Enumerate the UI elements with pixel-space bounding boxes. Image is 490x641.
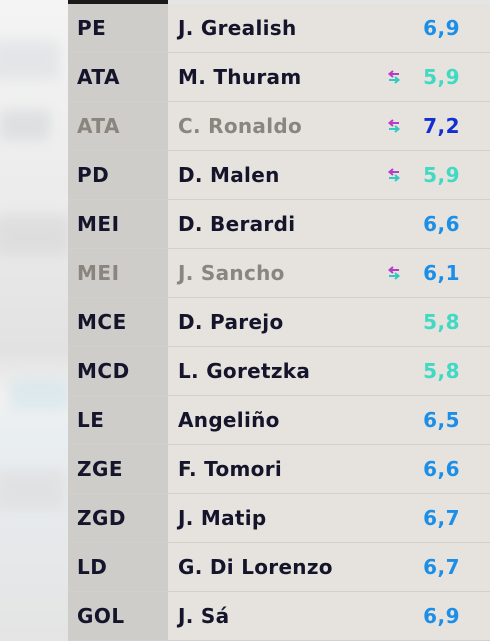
position-cell: ZGD xyxy=(68,494,168,542)
background-blurred-panel xyxy=(0,0,68,639)
player-row[interactable]: LD G. Di Lorenzo 6,7 xyxy=(68,543,490,592)
player-rating: 6,5 xyxy=(423,408,460,432)
player-rating: 6,9 xyxy=(423,16,460,40)
player-rating: 5,8 xyxy=(423,359,460,383)
player-name: C. Ronaldo xyxy=(178,114,303,138)
player-name: J. Sancho xyxy=(178,261,285,285)
name-cell: J. Sancho 6,1 xyxy=(168,249,490,297)
player-rating: 5,8 xyxy=(423,310,460,334)
player-position: ZGE xyxy=(77,457,124,481)
player-row[interactable]: ATA M. Thuram 5,9 xyxy=(68,53,490,102)
position-cell: MCD xyxy=(68,347,168,395)
player-row[interactable]: ATA C. Ronaldo 7,2 xyxy=(68,102,490,151)
player-row[interactable]: LE Angeliño 6,5 xyxy=(68,396,490,445)
player-rating: 5,9 xyxy=(423,65,460,89)
position-cell: GOL xyxy=(68,592,168,640)
name-cell: M. Thuram 5,9 xyxy=(168,53,490,101)
player-rating: 6,6 xyxy=(423,457,460,481)
player-name: F. Tomori xyxy=(178,457,283,481)
player-rating: 6,6 xyxy=(423,212,460,236)
name-cell: C. Ronaldo 7,2 xyxy=(168,102,490,150)
player-row[interactable]: MEI J. Sancho 6,1 xyxy=(68,249,490,298)
player-position: MEI xyxy=(77,212,120,236)
player-row[interactable]: MCE D. Parejo 5,8 xyxy=(68,298,490,347)
position-cell: ATA xyxy=(68,102,168,150)
player-row[interactable]: PD D. Malen 5,9 xyxy=(68,151,490,200)
substitution-arrows-icon xyxy=(387,168,401,182)
position-cell: ZGE xyxy=(68,445,168,493)
player-row[interactable]: MEI D. Berardi 6,6 xyxy=(68,200,490,249)
player-position: ZGD xyxy=(77,506,127,530)
player-rating: 7,2 xyxy=(423,114,460,138)
player-position: MCE xyxy=(77,310,127,334)
substitution-arrows-icon xyxy=(387,70,401,84)
name-cell: Angeliño 6,5 xyxy=(168,396,490,444)
player-name: Angeliño xyxy=(178,408,280,432)
substitution-arrows-icon xyxy=(387,119,401,133)
player-row[interactable]: MCD L. Goretzka 5,8 xyxy=(68,347,490,396)
position-cell: LE xyxy=(68,396,168,444)
position-cell: ATA xyxy=(68,53,168,101)
name-cell: J. Grealish 6,9 xyxy=(168,4,490,52)
position-cell: PE xyxy=(68,4,168,52)
player-rating: 5,9 xyxy=(423,163,460,187)
name-cell: G. Di Lorenzo 6,7 xyxy=(168,543,490,591)
player-name: L. Goretzka xyxy=(178,359,311,383)
player-position: LE xyxy=(77,408,105,432)
player-position: ATA xyxy=(77,65,120,89)
player-rating: 6,7 xyxy=(423,506,460,530)
position-cell: LD xyxy=(68,543,168,591)
player-row[interactable]: PE J. Grealish 6,9 xyxy=(68,4,490,53)
position-cell: MEI xyxy=(68,249,168,297)
name-cell: L. Goretzka 5,8 xyxy=(168,347,490,395)
player-position: ATA xyxy=(77,114,120,138)
name-cell: J. Matip 6,7 xyxy=(168,494,490,542)
selected-column-indicator xyxy=(68,0,168,4)
name-cell: D. Malen 5,9 xyxy=(168,151,490,199)
name-cell: F. Tomori 6,6 xyxy=(168,445,490,493)
player-position: MEI xyxy=(77,261,120,285)
player-name: M. Thuram xyxy=(178,65,302,89)
player-position: GOL xyxy=(77,604,125,628)
substitution-arrows-icon xyxy=(387,266,401,280)
position-cell: MEI xyxy=(68,200,168,248)
position-cell: PD xyxy=(68,151,168,199)
player-position: LD xyxy=(77,555,108,579)
player-name: J. Sá xyxy=(178,604,230,628)
player-name: J. Matip xyxy=(178,506,267,530)
player-rating: 6,7 xyxy=(423,555,460,579)
name-cell: J. Sá 6,9 xyxy=(168,592,490,640)
player-name: G. Di Lorenzo xyxy=(178,555,333,579)
player-row[interactable]: ZGD J. Matip 6,7 xyxy=(68,494,490,543)
player-rating: 6,9 xyxy=(423,604,460,628)
player-name: D. Parejo xyxy=(178,310,284,334)
player-row[interactable]: GOL J. Sá 6,9 xyxy=(68,592,490,641)
position-cell: MCE xyxy=(68,298,168,346)
player-position: MCD xyxy=(77,359,130,383)
name-cell: D. Berardi 6,6 xyxy=(168,200,490,248)
player-ratings-table: PE J. Grealish 6,9 ATA M. Thuram 5,9 ATA C. Ron… xyxy=(68,4,490,641)
player-name: D. Malen xyxy=(178,163,280,187)
name-cell: D. Parejo 5,8 xyxy=(168,298,490,346)
player-position: PE xyxy=(77,16,107,40)
player-position: PD xyxy=(77,163,110,187)
player-rating: 6,1 xyxy=(423,261,460,285)
player-name: D. Berardi xyxy=(178,212,296,236)
player-row[interactable]: ZGE F. Tomori 6,6 xyxy=(68,445,490,494)
player-name: J. Grealish xyxy=(178,16,297,40)
